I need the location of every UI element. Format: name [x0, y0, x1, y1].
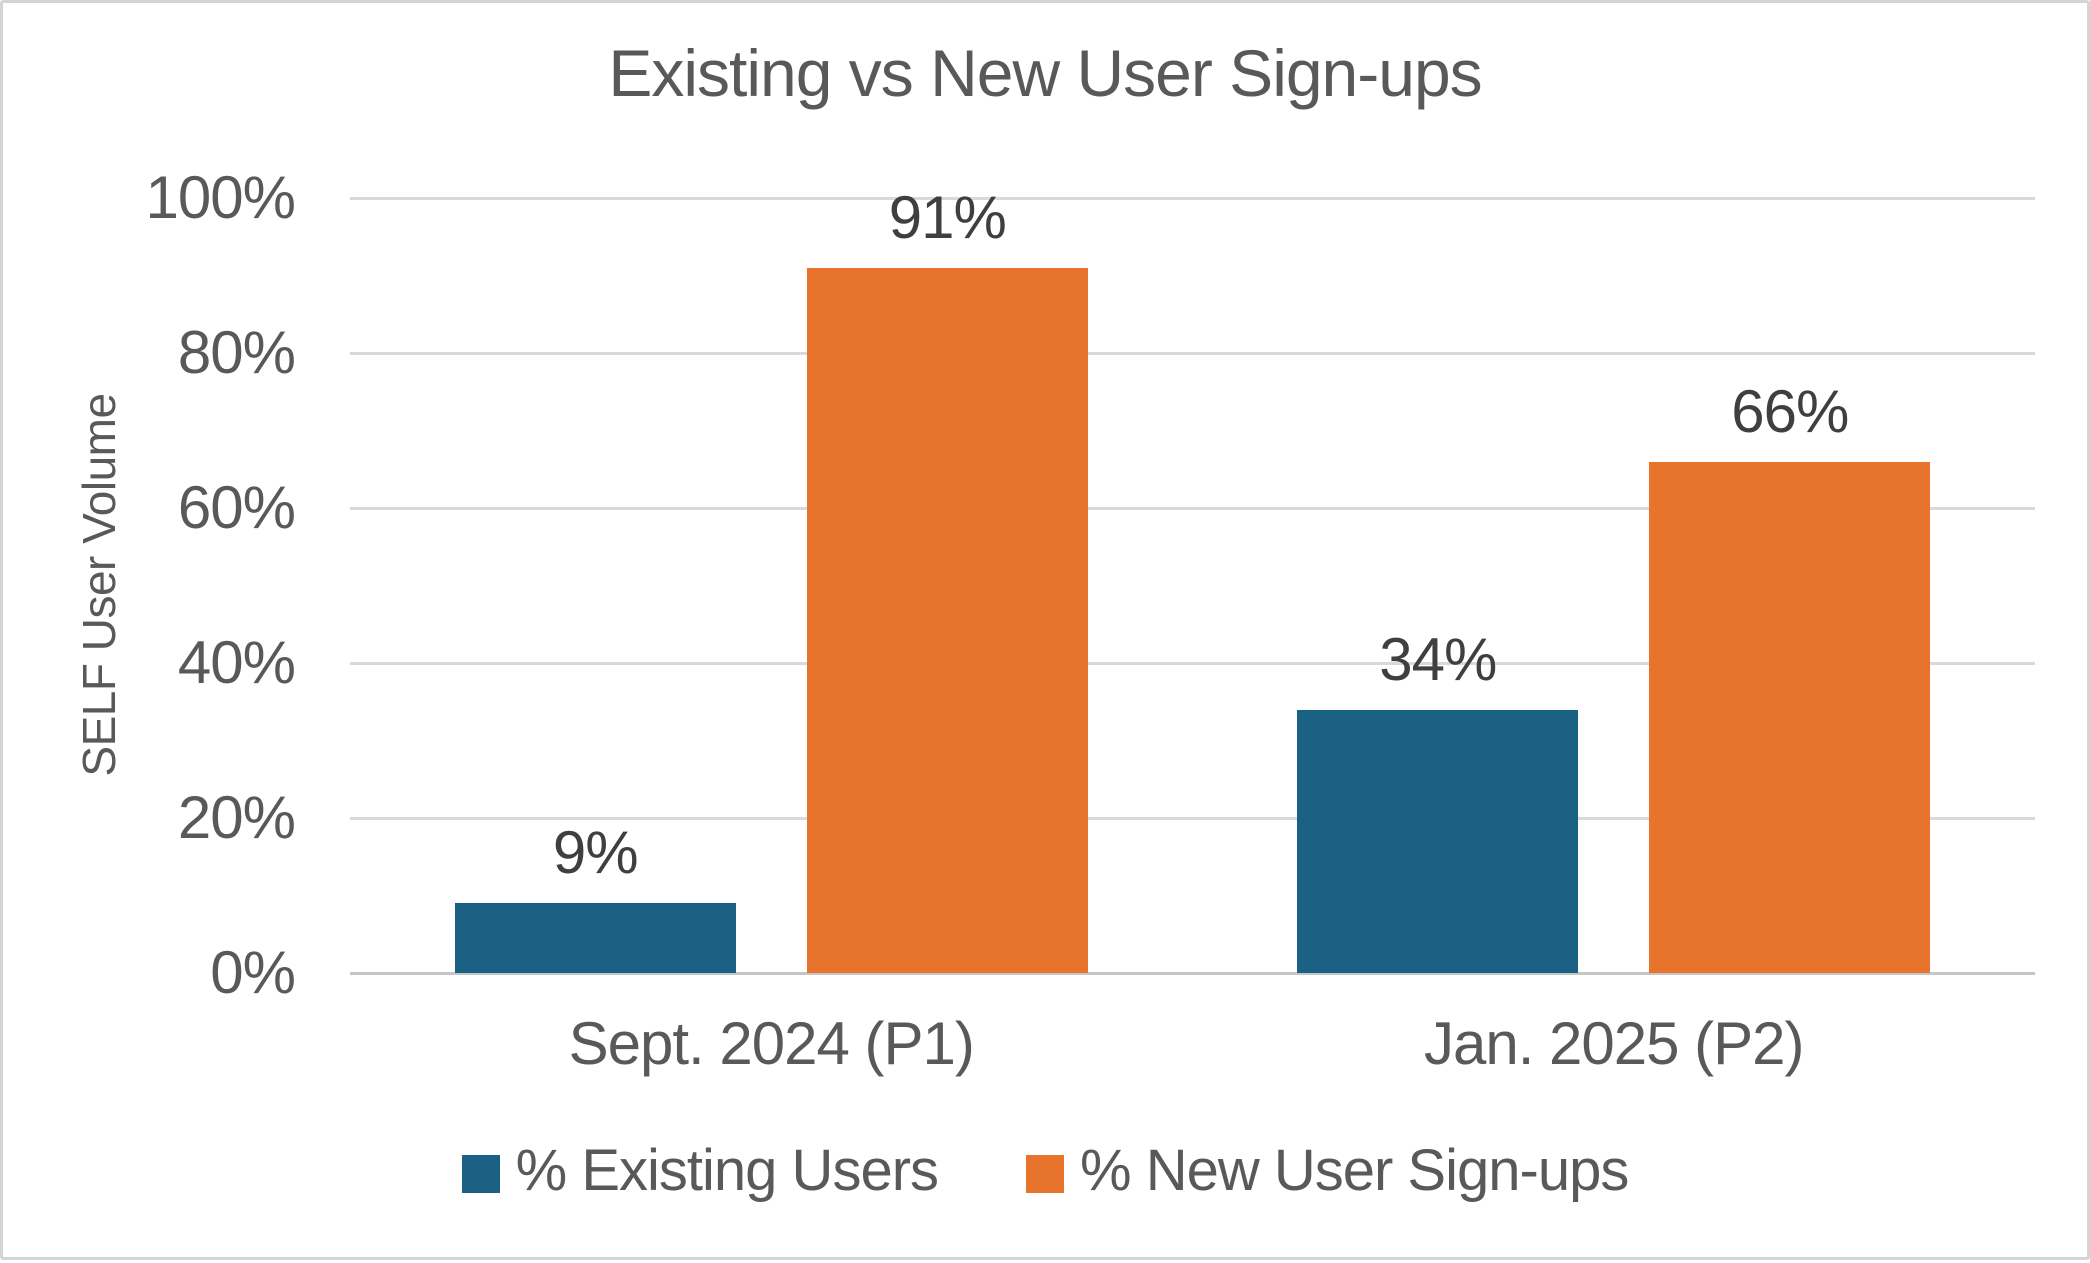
bar-slot-0-1: 34% [1297, 198, 1579, 973]
x-axis-label-0: Sept. 2024 (P1) [568, 1010, 975, 1077]
y-axis-tick-labels: 0% 20% 40% 60% 80% 100% [3, 3, 296, 1263]
legend-item-0: % Existing Users [461, 1137, 939, 1204]
gridline-40% [350, 662, 2035, 665]
legend-label-0: % Existing Users [515, 1138, 939, 1203]
bar-new-user-sign-ups-1 [1649, 461, 1931, 973]
x-axis-labels: Sept. 2024 (P1) Jan. 2025 (P2) [350, 1009, 2035, 1078]
data-label-1-1: 66% [1731, 377, 1849, 445]
gridline-100% [350, 197, 2035, 200]
gridline-60% [350, 507, 2035, 510]
data-label-0-0: 9% [552, 819, 639, 887]
bar-existing-users-0 [454, 903, 736, 973]
y-tick-label-20%: 20% [177, 784, 296, 851]
bar-group-0: 9% 91% [350, 185, 1193, 973]
x-axis-label-1: Jan. 2025 (P2) [1423, 1010, 1805, 1077]
legend-item-1: % New User Sign-ups [1026, 1137, 1629, 1204]
bar-groups: 9% 91% 34% 66% [350, 185, 2036, 973]
gridline-0% [350, 972, 2035, 975]
bar-group-1: 34% 66% [1193, 198, 2036, 973]
legend-swatch-icon [461, 1154, 500, 1193]
legend: % Existing Users % New User Sign-ups [3, 1137, 2087, 1204]
bar-slot-0-0: 9% [454, 198, 736, 973]
y-tick-label-60%: 60% [177, 474, 296, 541]
data-label-1-0: 91% [888, 183, 1007, 251]
bar-slot-1-1: 66% [1649, 198, 1931, 973]
y-tick-label-0%: 0% [210, 939, 296, 1006]
y-tick-label-80%: 80% [177, 319, 296, 386]
plot-area: 9% 91% 34% 66% [350, 185, 2036, 975]
gridline-20% [350, 817, 2035, 820]
legend-label-1: % New User Sign-ups [1080, 1138, 1629, 1203]
chart-title: Existing vs New User Sign-ups [608, 36, 1482, 110]
y-tick-label-100%: 100% [145, 164, 296, 231]
gridline-80% [350, 352, 2035, 355]
legend-swatch-icon [1026, 1154, 1065, 1193]
bar-slot-1-0: 91% [806, 185, 1088, 973]
y-tick-label-40%: 40% [177, 629, 296, 696]
bar-new-user-sign-ups-0 [806, 267, 1088, 973]
bar-existing-users-1 [1297, 709, 1579, 973]
data-label-0-1: 34% [1379, 625, 1497, 693]
